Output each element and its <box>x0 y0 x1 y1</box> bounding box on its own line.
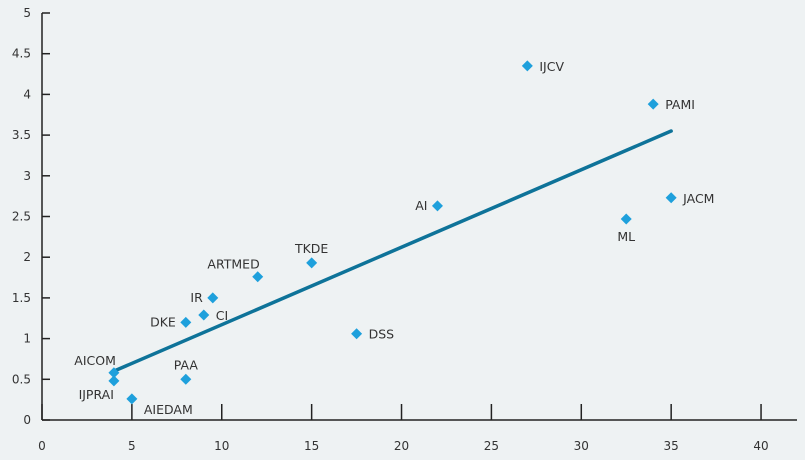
x-tick-label: 10 <box>214 439 229 453</box>
data-point-jacm <box>665 192 677 204</box>
data-point-dke <box>180 316 192 328</box>
data-point-aicom <box>108 367 120 379</box>
data-point-aiedam <box>126 393 138 405</box>
data-label-dke: DKE <box>150 314 176 329</box>
y-tick-label: 4.5 <box>12 47 31 61</box>
data-point-ijprai <box>108 375 120 387</box>
x-tick-label: 5 <box>128 439 136 453</box>
y-tick-label: 3 <box>23 169 31 183</box>
data-label-ml: ML <box>617 229 635 244</box>
data-labels: IJCV PAMI JACM AI ML TKDE ARTMED IR CI DKE DSS AICO… <box>74 59 714 417</box>
y-tick-label: 2.5 <box>12 210 31 224</box>
data-point-pami <box>647 98 659 110</box>
data-label-ijprai: IJPRAI <box>79 387 114 402</box>
data-point-tkde <box>306 257 318 269</box>
data-point-ai <box>431 200 443 212</box>
y-tick-label: 4 <box>23 87 31 101</box>
y-tick-label: 1 <box>23 332 31 346</box>
data-label-ai: AI <box>415 198 427 213</box>
data-label-ci: CI <box>216 308 228 323</box>
trendline <box>112 129 673 373</box>
data-label-artmed: ARTMED <box>207 257 259 272</box>
data-point-ci <box>198 309 210 321</box>
x-tick-label: 35 <box>664 439 679 453</box>
data-point-paa <box>180 373 192 385</box>
x-axis: 0 5 10 15 20 25 30 35 40 <box>38 404 797 453</box>
y-tick-label: 0 <box>23 413 31 427</box>
data-label-dss: DSS <box>369 327 395 342</box>
data-label-ir: IR <box>190 290 203 305</box>
data-label-ijcv: IJCV <box>539 59 564 74</box>
y-tick-label: 3.5 <box>12 128 31 142</box>
data-point-ml <box>620 213 632 225</box>
y-tick-label: 0.5 <box>12 372 31 386</box>
trendline-path <box>112 129 673 373</box>
x-tick-label: 20 <box>394 439 409 453</box>
y-tick-label: 2 <box>23 250 31 264</box>
y-tick-label: 1.5 <box>12 291 31 305</box>
x-tick-label: 0 <box>38 439 46 453</box>
data-label-jacm: JACM <box>682 191 714 206</box>
data-point-ijcv <box>521 60 533 72</box>
x-tick-label: 15 <box>304 439 319 453</box>
y-tick-label: 5 <box>23 6 31 20</box>
data-point-dss <box>351 328 363 340</box>
data-point-ir <box>207 292 219 304</box>
data-label-pami: PAMI <box>665 97 695 112</box>
data-point-artmed <box>252 271 264 283</box>
data-points <box>108 60 677 405</box>
x-tick-label: 40 <box>753 439 768 453</box>
y-axis: 0 0.5 1 1.5 2 2.5 3 3.5 4 4.5 5 <box>12 6 50 427</box>
x-tick-label: 30 <box>574 439 589 453</box>
data-label-aiedam: AIEDAM <box>144 402 193 417</box>
data-label-tkde: TKDE <box>294 241 328 256</box>
data-label-paa: PAA <box>174 357 199 372</box>
x-tick-label: 25 <box>484 439 499 453</box>
data-label-aicom: AICOM <box>74 353 116 368</box>
